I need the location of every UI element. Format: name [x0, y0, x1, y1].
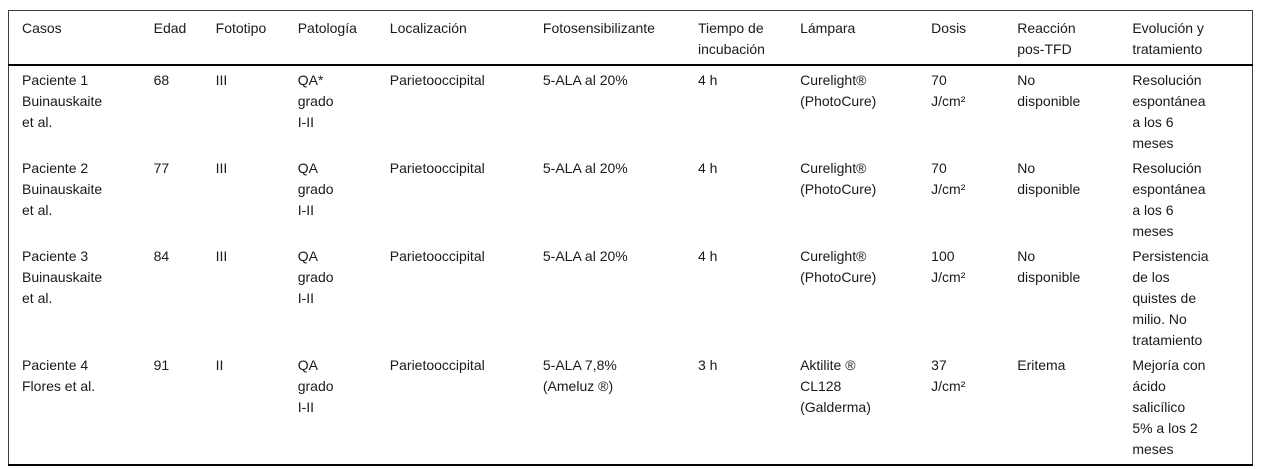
table-header: Casos Edad Fototipo Patología Localización Fo…	[8, 11, 1253, 65]
table-cell: 4 h	[698, 160, 718, 176]
table-cell: 5-ALA al 20%	[542, 72, 628, 88]
table-cell: Parietooccipital	[389, 357, 485, 373]
table-cell: No disponible	[1017, 248, 1081, 285]
table-cell: Resolución espontánea a los 6 meses	[1132, 160, 1206, 239]
table-cell: Parietooccipital	[389, 248, 485, 264]
table-cell: 70 J/cm²	[931, 160, 966, 197]
table-cell: Mejoría con ácido salicílico 5% a los 2 …	[1132, 357, 1206, 457]
table-cell: 4 h	[698, 248, 718, 264]
table-row: Paciente 1 Buinauskaite et al. 68 III QA* g…	[9, 65, 1253, 154]
table-cell: Paciente 1 Buinauskaite et al.	[22, 72, 103, 130]
table-cell: 84	[153, 248, 170, 264]
column-header-tiempo-de: Tiempo de incubación	[698, 20, 765, 57]
table-cell: 70 J/cm²	[931, 72, 966, 109]
table-cell: 5-ALA 7,8% (Ameluz ®)	[542, 357, 617, 394]
table-cell: III	[215, 72, 228, 88]
table-cell: QA grado I-II	[297, 357, 334, 415]
table-cell: No disponible	[1017, 72, 1081, 109]
table-row: Paciente 3 Buinauskaite et al. 84 III QA gr…	[9, 242, 1253, 351]
table-cell: Parietooccipital	[389, 72, 485, 88]
table-cell: 3 h	[698, 357, 718, 373]
table-cell: 37 J/cm²	[931, 357, 966, 394]
table-body: Paciente 1 Buinauskaite et al. 68 III QA* g…	[9, 65, 1253, 465]
column-header-l-mpara: Lámpara	[800, 20, 856, 36]
column-header-fototipo: Fototipo	[215, 20, 267, 36]
table-cell: II	[215, 357, 224, 373]
table-cell: QA grado I-II	[297, 248, 334, 306]
table-cell: 68	[153, 72, 170, 88]
table-cell: 100 J/cm²	[931, 248, 966, 285]
table-cell: Curelight® (PhotoCure)	[800, 160, 877, 197]
column-header-fotosensibilizante: Fotosensibilizante	[542, 20, 655, 36]
table-cell: Curelight® (PhotoCure)	[800, 72, 877, 109]
case-table: Casos Edad Fototipo Patología Localización Fo…	[8, 10, 1253, 466]
column-header-evoluci-n-y: Evolución y tratamiento	[1132, 20, 1204, 57]
table-cell: Eritema	[1017, 357, 1066, 373]
table-cell: Persistencia de los quistes de milio. No…	[1132, 248, 1209, 348]
column-header-patolog-a: Patología	[297, 20, 357, 36]
table-cell: Parietooccipital	[389, 160, 485, 176]
table-row: Paciente 2 Buinauskaite et al. 77 III QA gr…	[9, 154, 1253, 242]
table-cell: Paciente 4 Flores et al.	[22, 357, 96, 394]
table-cell: Paciente 2 Buinauskaite et al.	[22, 160, 103, 218]
column-header-reacci-n: Reacción pos-TFD	[1017, 20, 1076, 57]
column-header-edad: Edad	[153, 20, 187, 36]
column-header-localizaci-n: Localización	[389, 20, 467, 36]
table-row: Paciente 4 Flores et al. 91 II QA grado I-I…	[9, 351, 1253, 465]
table-cell: III	[215, 160, 228, 176]
table-cell: 77	[153, 160, 170, 176]
table-cell: Paciente 3 Buinauskaite et al.	[22, 248, 103, 306]
table-cell: 91	[153, 357, 170, 373]
table-cell: 5-ALA al 20%	[542, 248, 628, 264]
column-header-casos: Casos	[22, 20, 62, 36]
header-row: Casos Edad Fototipo Patología Localización Fo…	[8, 11, 1253, 65]
table-cell: Curelight® (PhotoCure)	[800, 248, 877, 285]
table-cell: No disponible	[1017, 160, 1081, 197]
column-header-dosis: Dosis	[931, 20, 967, 36]
table-cell: 4 h	[698, 72, 718, 88]
table-cell: 5-ALA al 20%	[542, 160, 628, 176]
table-cell: Aktilite ® CL128 (Galderma)	[800, 357, 871, 415]
table-cell: III	[215, 248, 228, 264]
table-cell: QA* grado I-II	[297, 72, 334, 130]
table-cell: Resolución espontánea a los 6 meses	[1132, 72, 1206, 151]
table-cell: QA grado I-II	[297, 160, 334, 218]
